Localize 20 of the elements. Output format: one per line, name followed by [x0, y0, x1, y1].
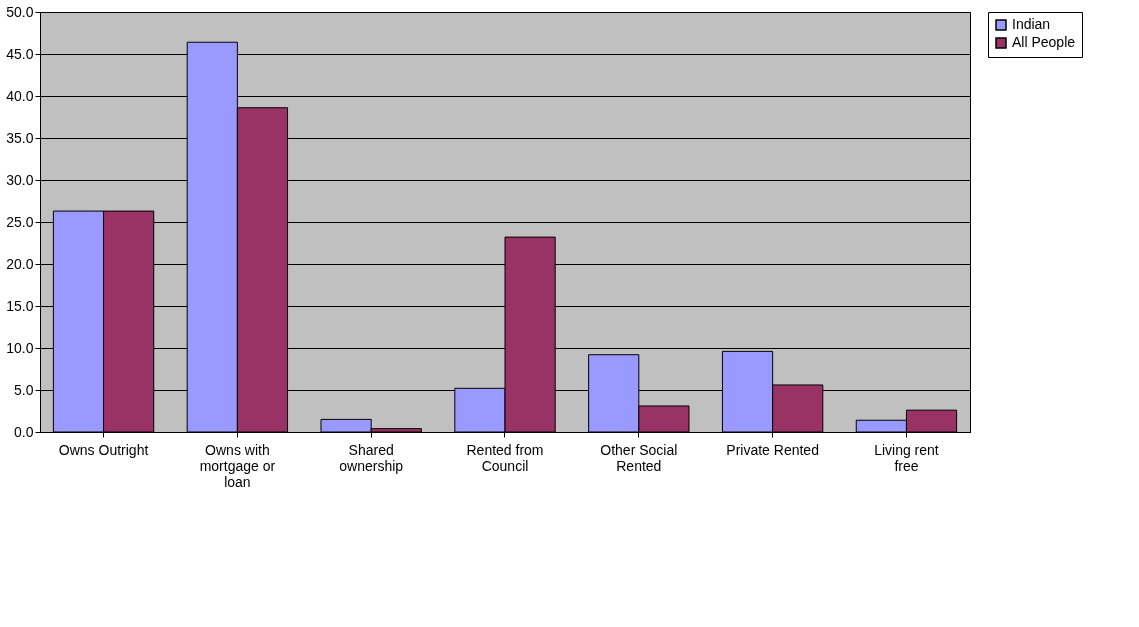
y-tick-label: 50.0	[6, 3, 34, 20]
x-tick-label: Other Social Rented	[600, 441, 678, 474]
y-tick-label: 30.0	[6, 171, 34, 188]
legend-label: Indian	[1012, 16, 1051, 32]
y-tick-label: 35.0	[6, 129, 34, 146]
y-tick-label: 40.0	[6, 87, 34, 104]
legend-label: All People	[1012, 34, 1076, 50]
y-tick-label: 0.0	[14, 423, 34, 440]
x-tick-label: Private Rented	[726, 441, 819, 458]
y-tick-label: 45.0	[6, 45, 34, 62]
y-tick-label: 10.0	[6, 339, 34, 356]
x-tick-label: Owns with mortgage or loan	[199, 441, 276, 490]
y-tick-label: 5.0	[14, 381, 34, 398]
x-tick-label: Shared ownership	[339, 441, 404, 474]
x-tick-label: Living rent free	[874, 441, 939, 474]
x-tick-label: Owns Outright	[58, 441, 149, 458]
y-tick-label: 20.0	[6, 255, 34, 272]
x-tick-label: Rented from Council	[466, 441, 544, 474]
y-tick-label: 25.0	[6, 213, 34, 230]
y-tick-label: 15.0	[6, 297, 34, 314]
